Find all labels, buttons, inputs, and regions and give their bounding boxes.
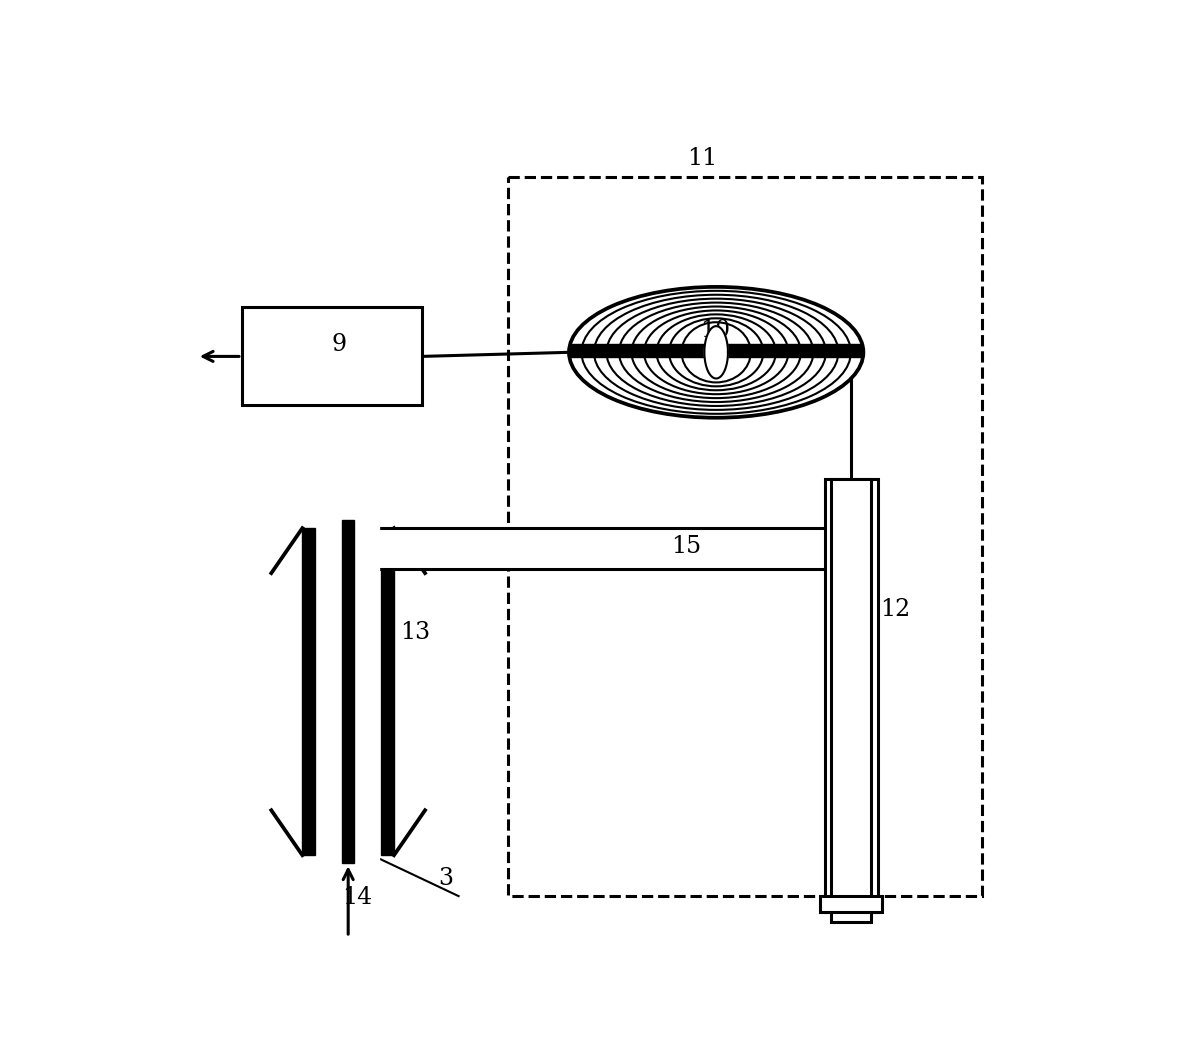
Bar	[831, 479, 871, 922]
Bar	[507, 176, 982, 896]
Text: 9: 9	[332, 332, 348, 356]
Bar	[349, 528, 826, 569]
Ellipse shape	[569, 287, 863, 417]
Bar	[381, 528, 394, 855]
Bar	[242, 307, 422, 406]
Bar	[820, 896, 882, 912]
Text: 12: 12	[879, 598, 910, 621]
Text: 11: 11	[688, 147, 717, 170]
Bar	[303, 528, 316, 855]
Bar	[569, 344, 863, 357]
Text: 13: 13	[400, 621, 430, 645]
Bar	[825, 479, 878, 912]
Text: 3: 3	[439, 867, 453, 890]
Bar	[317, 520, 379, 863]
Text: 14: 14	[343, 887, 372, 909]
Bar	[343, 520, 353, 863]
Text: 15: 15	[671, 534, 701, 558]
Text: 10: 10	[700, 319, 730, 342]
Polygon shape	[704, 326, 728, 378]
